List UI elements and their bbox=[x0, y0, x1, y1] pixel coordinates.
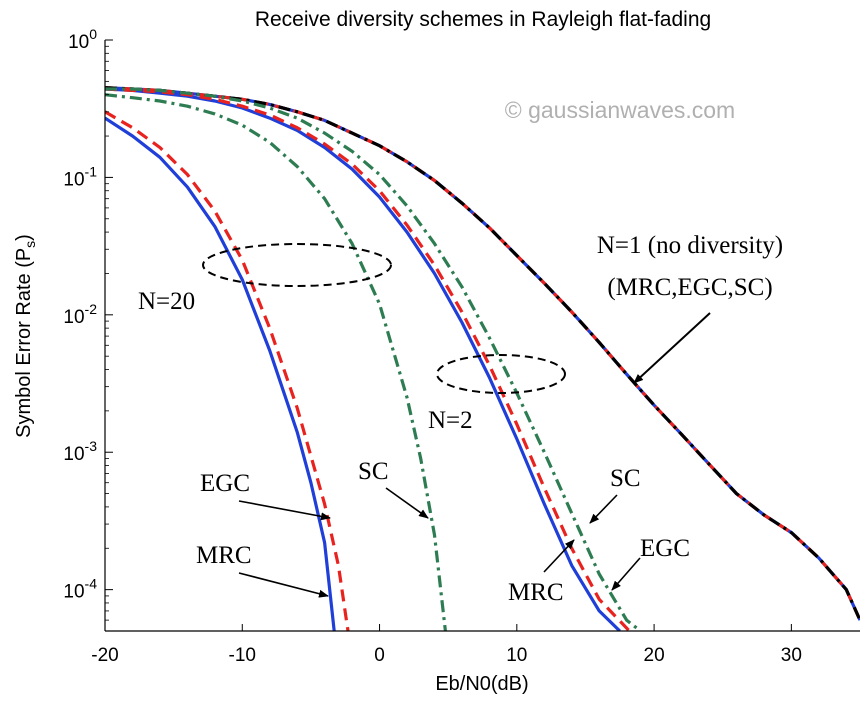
y-tick-label: 10-3 bbox=[63, 438, 97, 465]
watermark-text: © gaussianwaves.com bbox=[505, 97, 735, 123]
x-axis-label: Eb/N0(dB) bbox=[435, 673, 528, 695]
y-tick-label: 10-4 bbox=[63, 576, 97, 603]
series-line-n-1-egc bbox=[105, 86, 860, 621]
x-tick-label: -20 bbox=[91, 645, 118, 666]
mrc-right-arrow bbox=[543, 539, 575, 573]
n2-ellipse bbox=[436, 354, 566, 394]
axes bbox=[104, 40, 860, 632]
x-tick-label: 0 bbox=[374, 645, 385, 666]
series-line-n-20-egc bbox=[105, 110, 350, 631]
x-tick-label: -10 bbox=[229, 645, 256, 666]
mrc-left-arrow bbox=[238, 572, 329, 598]
series-line-n-20-mrc bbox=[105, 116, 336, 631]
x-tick-label: 30 bbox=[781, 645, 802, 666]
mrc-right-label: MRC bbox=[508, 579, 564, 606]
sc-mid-label: SC bbox=[358, 458, 389, 485]
ticks: -20 -10 0 10 20 30 100 10-1 10-2 10-3 10-4 bbox=[63, 26, 802, 666]
y-tick-label: 10-2 bbox=[63, 301, 97, 328]
sc-right-label: SC bbox=[610, 465, 641, 492]
y-axis-label-close: ) bbox=[13, 234, 35, 241]
egc-left-label: EGC bbox=[200, 470, 250, 497]
n1-label-line1: N=1 (no diversity) bbox=[597, 232, 783, 259]
series-line-n-20-sc bbox=[105, 93, 447, 631]
n20-ellipse bbox=[202, 243, 392, 287]
n1-arrow bbox=[633, 312, 711, 384]
y-axis-label: Symbol Error Rate (Ps) bbox=[13, 234, 38, 438]
series-line-n-2-egc bbox=[105, 87, 631, 631]
sc-right-arrow bbox=[589, 494, 618, 524]
n20-label: N=20 bbox=[138, 288, 195, 315]
chart-title: Receive diversity schemes in Rayleigh fl… bbox=[255, 8, 711, 31]
y-axis-label-main: Symbol Error Rate (P bbox=[13, 248, 35, 438]
series-layer bbox=[105, 86, 860, 631]
x-tick-label: 20 bbox=[644, 645, 665, 666]
n2-label: N=2 bbox=[428, 407, 473, 434]
sc-mid-arrow bbox=[385, 487, 429, 519]
x-tick-label: 10 bbox=[506, 645, 527, 666]
egc-right-label: EGC bbox=[640, 535, 690, 562]
y-tick-label: 100 bbox=[68, 26, 97, 53]
mrc-left-label: MRC bbox=[196, 542, 252, 569]
y-axis-label-sub: s bbox=[22, 241, 38, 248]
egc-left-arrow bbox=[238, 500, 331, 521]
y-tick-label: 10-1 bbox=[63, 163, 97, 190]
n1-label-line2: (MRC,EGC,SC) bbox=[607, 274, 772, 301]
egc-right-arrow bbox=[611, 557, 641, 591]
